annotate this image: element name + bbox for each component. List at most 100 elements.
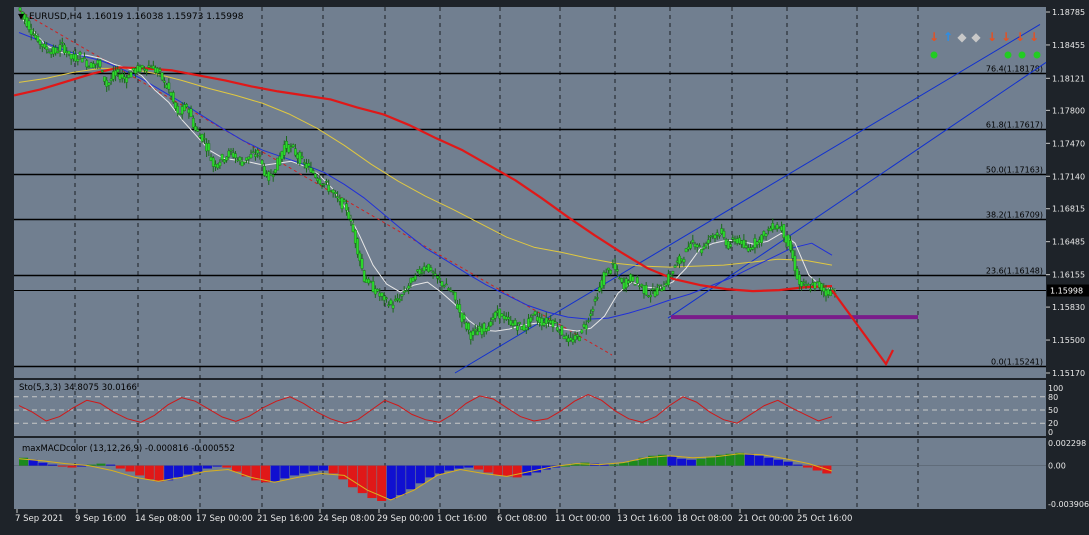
time-axis-label: 21 Oct 00:00 [738, 514, 793, 524]
candle-body [467, 322, 470, 331]
signal-arrow-icon: ↑ [943, 30, 953, 44]
macd-bar [628, 460, 638, 466]
candle-body [715, 232, 719, 236]
time-axis-label: 14 Sep 08:00 [135, 514, 192, 524]
candle-body [722, 230, 726, 238]
candle-body [176, 105, 180, 114]
stoch-axis-tick: 80 [1048, 393, 1058, 402]
current-price-label: 1.15998 [1050, 287, 1083, 296]
stochastic-panel[interactable] [14, 380, 1046, 436]
candle-body [578, 336, 581, 342]
macd-bar [406, 465, 416, 490]
time-axis-label: 11 Oct 00:00 [555, 514, 610, 524]
candle-body [391, 304, 395, 309]
candle-body [580, 329, 584, 334]
candle-body [43, 43, 46, 48]
price-axis-tick: 1.16485 [1052, 238, 1085, 247]
candle-body [27, 20, 31, 30]
candle-body [282, 144, 286, 156]
candle-body [633, 284, 637, 286]
candle-body [476, 331, 479, 336]
candle-body [440, 281, 444, 287]
candle-body [684, 248, 688, 253]
candle-body [256, 150, 260, 154]
candle-body [385, 297, 388, 299]
candle-body [704, 243, 708, 247]
price-axis-tick: 1.17800 [1052, 106, 1085, 115]
candle-body [658, 284, 661, 287]
candle-body [340, 197, 344, 209]
candle-body [458, 304, 462, 313]
candle-body [171, 92, 175, 103]
price-axis-tick: 1.17470 [1052, 139, 1085, 148]
macd-bar [725, 453, 735, 466]
macd-bar [744, 453, 754, 466]
candle-body [800, 281, 803, 287]
candle-body [491, 317, 495, 320]
candle-body [571, 339, 575, 343]
time-axis-label: 29 Sep 00:00 [377, 514, 434, 524]
price-axis-band [1046, 7, 1089, 509]
candle-body [797, 274, 801, 285]
candle-body [602, 272, 606, 286]
chart-symbol-label: EURUSD,H4 [29, 12, 82, 22]
candle-body [729, 244, 732, 247]
candle-body [178, 113, 182, 116]
current-price-box [1047, 284, 1089, 297]
candle-body [666, 273, 670, 286]
candle-body [291, 144, 295, 147]
candle-body [327, 184, 331, 192]
collapse-triangle-icon[interactable]: ▼ [18, 12, 25, 21]
candle-body [402, 290, 406, 293]
candle-body [682, 259, 686, 263]
candle-body [555, 326, 559, 331]
macd-bar [173, 465, 183, 478]
macd-axis-tick: 0.002298 [1048, 439, 1086, 448]
candle-body [453, 291, 457, 301]
candle-body [516, 325, 519, 331]
macd-bar [67, 465, 77, 468]
candle-body [278, 156, 282, 166]
candle-body [782, 224, 786, 238]
candle-body [560, 325, 564, 336]
time-axis-label: 9 Sep 16:00 [75, 514, 126, 524]
candle-body [342, 199, 346, 203]
macd-bar [290, 465, 300, 476]
price-panel[interactable] [14, 7, 1046, 378]
price-axis-tick: 1.16815 [1052, 205, 1085, 214]
macd-bar [193, 465, 203, 472]
stoch-axis-tick: 50 [1048, 406, 1058, 415]
macd-bar [96, 463, 106, 466]
signal-arrow-icon: ↓ [987, 30, 997, 44]
macd-bar [377, 465, 387, 501]
candle-body [373, 288, 377, 295]
price-axis-tick: 1.18785 [1052, 8, 1085, 17]
time-axis-label: 24 Sep 08:00 [318, 514, 375, 524]
ma-blue-line [18, 32, 833, 320]
candle-body [318, 179, 322, 185]
fib-label: 76.4(1.18178) [986, 65, 1043, 74]
macd-bar [280, 465, 290, 479]
candle-body [706, 239, 710, 244]
candle-body [744, 245, 748, 248]
candle-body [56, 51, 60, 54]
time-axis-label: 25 Oct 16:00 [797, 514, 852, 524]
candle-body [349, 219, 353, 222]
candle-body [58, 44, 62, 52]
macd-bar [435, 465, 445, 474]
candle-body [731, 237, 735, 240]
macd-bar [773, 459, 784, 466]
time-axis-label: 21 Sep 16:00 [257, 514, 314, 524]
candle-body [182, 104, 186, 112]
candle-body [760, 234, 764, 243]
candle-body [489, 321, 493, 327]
time-axis-label: 1 Oct 16:00 [437, 514, 487, 524]
candle-body [98, 60, 102, 68]
macd-bar [706, 456, 716, 466]
candle-body [429, 267, 433, 271]
macd-bar [812, 465, 822, 471]
candle-body [74, 54, 78, 62]
macd-bar [764, 457, 774, 466]
